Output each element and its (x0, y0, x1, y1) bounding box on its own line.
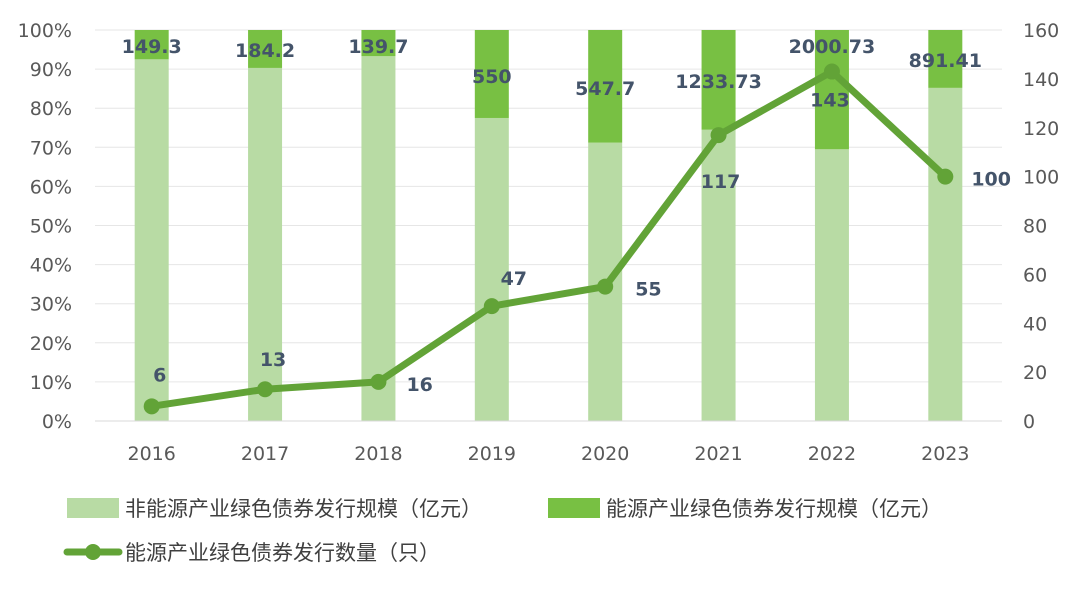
bar-segment-energy (134, 30, 169, 60)
bar-segment-energy (814, 30, 849, 150)
legend-line-marker (85, 544, 101, 560)
left-axis-tick-label: 50% (30, 216, 72, 238)
bar-segment-energy (701, 30, 736, 130)
right-axis-tick-label: 120 (1023, 118, 1059, 140)
right-axis-tick-label: 160 (1023, 20, 1059, 42)
bar-segment-energy (928, 30, 963, 88)
x-axis-tick-label: 2023 (921, 443, 969, 465)
legend-label-count: 能源产业绿色债券发行数量（只） (125, 541, 440, 565)
bar-value-label: 139.7 (348, 36, 408, 58)
bar-segment-energy (361, 30, 396, 57)
line-point (257, 381, 274, 398)
right-axis-tick-label: 0 (1023, 411, 1035, 433)
left-axis-tick-label: 20% (30, 333, 72, 355)
right-axis-tick-label: 60 (1023, 264, 1047, 286)
right-axis-tick-label: 80 (1023, 216, 1047, 238)
bar-value-label: 1233.73 (675, 71, 762, 93)
bar-segment-energy (248, 30, 283, 68)
line-point (937, 168, 954, 185)
line-value-label: 6 (153, 364, 166, 386)
bar-segment-energy (474, 30, 509, 118)
axes: 0% 10% 20% 30% 40% 50% 60% 70% 80% 90% 100% 0 20 40 60… (18, 20, 1060, 465)
line-point (710, 127, 727, 144)
legend: 非能源产业绿色债券发行规模（亿元） 能源产业绿色债券发行规模（亿元） 能源产业绿色债… (63, 497, 942, 565)
line-point (370, 373, 387, 390)
bar-value-label: 547.7 (575, 78, 635, 100)
x-axis-tick-label: 2022 (808, 443, 856, 465)
left-axis-tick-label: 0% (42, 411, 72, 433)
right-axis-tick-label: 20 (1023, 362, 1047, 384)
bar-value-label: 2000.73 (789, 36, 876, 58)
left-axis-tick-label: 30% (30, 294, 72, 316)
bar-value-label: 184.2 (235, 40, 295, 62)
x-axis-tick-label: 2017 (241, 443, 289, 465)
bar-segment-non-energy (814, 149, 849, 421)
x-axis-tick-label: 2016 (128, 443, 176, 465)
line-value-label: 143 (810, 90, 850, 112)
bar-value-labels: 149.3 184.2 139.7 550 547.7 1233.73 2000.73 891… (122, 36, 982, 100)
legend-swatch-non-energy (67, 498, 119, 518)
stacked-bars (134, 30, 963, 422)
right-axis-tick-label: 100 (1023, 167, 1059, 189)
left-axis-tick-label: 60% (30, 176, 72, 198)
gridlines (95, 29, 1002, 383)
legend-label-energy: 能源产业绿色债券发行规模（亿元） (606, 497, 942, 521)
bar-value-label: 149.3 (122, 36, 182, 58)
x-axis-tick-label: 2021 (694, 443, 742, 465)
bar-value-label: 891.41 (909, 50, 982, 72)
legend-swatch-energy (548, 498, 600, 518)
bar-segment-non-energy (248, 67, 283, 421)
x-axis-tick-label: 2020 (581, 443, 629, 465)
left-axis-tick-label: 80% (30, 98, 72, 120)
line-value-label: 16 (406, 374, 432, 396)
bar-segment-non-energy (701, 129, 736, 421)
line-value-label: 117 (701, 171, 741, 193)
line-value-label: 47 (501, 268, 527, 290)
bar-segment-energy (588, 30, 623, 143)
line-point (483, 298, 500, 315)
legend-label-non-energy: 非能源产业绿色债券发行规模（亿元） (125, 497, 482, 521)
line-point (823, 63, 840, 80)
x-axis-tick-label: 2018 (354, 443, 402, 465)
left-axis-tick-label: 10% (30, 372, 72, 394)
line-value-label: 100 (971, 169, 1011, 191)
bar-segment-non-energy (474, 117, 509, 421)
line-value-labels: 6 13 16 47 55 117 143 100 (153, 90, 1011, 396)
bar-segment-non-energy (928, 87, 963, 422)
left-axis-tick-label: 90% (30, 59, 72, 81)
x-axis-tick-label: 2019 (468, 443, 516, 465)
left-axis-tick-label: 40% (30, 255, 72, 277)
right-axis-tick-label: 40 (1023, 313, 1047, 335)
line-point (143, 398, 160, 415)
line-series-path (148, 68, 949, 410)
bar-segment-non-energy (361, 56, 396, 422)
bar-segment-non-energy (134, 59, 169, 421)
line-value-label: 13 (260, 349, 286, 371)
left-axis-tick-label: 100% (18, 20, 72, 42)
line-series (143, 63, 954, 415)
line-value-label: 55 (635, 279, 661, 301)
line-point (597, 278, 614, 295)
bar-value-label: 550 (472, 66, 512, 88)
left-axis-tick-label: 70% (30, 137, 72, 159)
right-axis-tick-label: 140 (1023, 69, 1059, 91)
